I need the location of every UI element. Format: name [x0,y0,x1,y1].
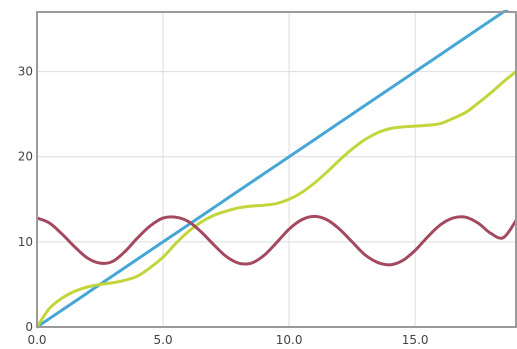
series-lines [37,10,516,329]
x-tick-label: 0.0 [27,333,46,347]
series-line-3 [37,214,516,267]
y-tick-label: 10 [18,235,33,249]
y-tick-label: 30 [18,65,33,79]
series-line-1 [37,10,510,329]
series-line-2 [37,70,516,329]
x-tick-label: 10.0 [276,333,303,347]
grid [37,12,516,327]
y-tick-label: 20 [18,150,33,164]
y-tick-label: 0 [25,320,33,334]
plot-frame [36,11,517,328]
tick-labels: 0.0 5.0 10.0 15.0 0 10 20 30 [18,65,429,347]
x-tick-label: 15.0 [402,333,429,347]
x-tick-label: 5.0 [154,333,173,347]
